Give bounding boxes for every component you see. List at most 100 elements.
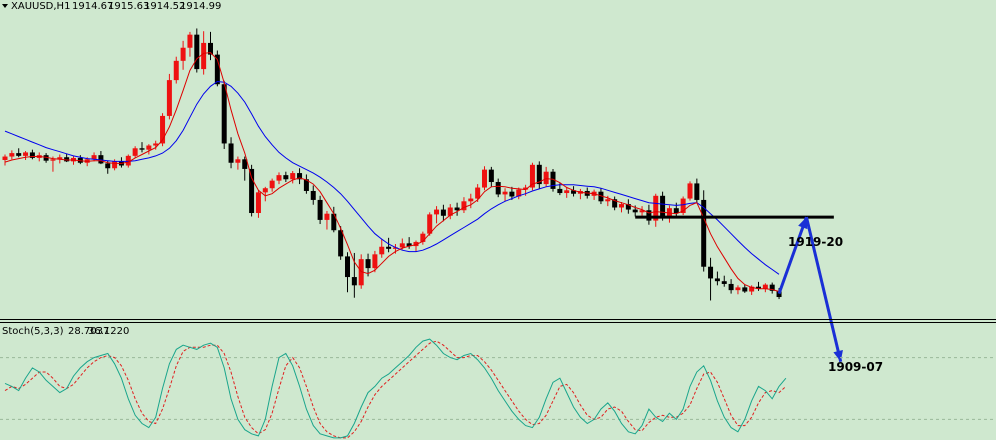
candle — [379, 239, 385, 258]
candle — [214, 50, 220, 87]
ma-fast-line — [4, 52, 780, 292]
stochastic-d-value: 36.1220 — [88, 326, 129, 337]
candle — [297, 168, 303, 185]
candle-body — [529, 164, 535, 188]
candle — [132, 146, 138, 158]
candle — [516, 187, 522, 200]
candle — [447, 204, 453, 220]
candle-body — [160, 115, 166, 144]
candle-body — [345, 256, 350, 278]
candle-body — [208, 42, 213, 55]
candle — [406, 237, 412, 249]
candle — [769, 282, 775, 294]
candle — [187, 31, 193, 57]
candle-body — [283, 175, 289, 180]
candle-body — [420, 233, 426, 242]
candle-body — [406, 243, 412, 247]
candle — [338, 226, 344, 260]
candle-body — [255, 192, 261, 214]
candle-body — [269, 180, 275, 189]
candle — [242, 156, 248, 181]
candle — [249, 164, 255, 217]
candle — [372, 250, 378, 273]
candle — [495, 178, 501, 198]
candle — [543, 166, 549, 187]
candle — [475, 184, 481, 202]
candle — [331, 206, 337, 233]
candle-body — [756, 286, 761, 289]
candle-body — [413, 241, 419, 247]
collapse-triangle-icon[interactable] — [2, 4, 8, 8]
main-price-pane — [2, 28, 843, 363]
candle-body — [612, 199, 618, 208]
candle — [324, 210, 330, 230]
candle-body — [392, 247, 398, 249]
candle — [488, 166, 494, 187]
candle — [461, 197, 467, 214]
candle — [64, 153, 70, 163]
candle-body — [9, 153, 15, 157]
candle-body — [598, 191, 604, 202]
candle — [454, 202, 460, 216]
candle — [166, 73, 172, 120]
candle — [714, 271, 720, 286]
candle — [468, 193, 474, 209]
candle — [571, 186, 577, 197]
candle — [386, 237, 392, 253]
candle — [427, 212, 433, 236]
candle — [255, 190, 261, 218]
candle — [290, 171, 296, 184]
candle-body — [673, 208, 679, 214]
candle — [529, 162, 535, 191]
ma-slow-line — [4, 80, 780, 275]
target-high-annotation: 1919-20 — [788, 235, 843, 249]
candle — [276, 172, 282, 185]
stochastic-k-line — [4, 338, 787, 439]
candle-body — [358, 259, 364, 286]
candle — [502, 188, 508, 202]
candle — [536, 161, 542, 189]
stochastic-pane — [0, 338, 996, 439]
candle — [228, 137, 234, 169]
candle-body — [749, 286, 755, 292]
ohlc-open: 1914.67 — [72, 1, 113, 12]
candle — [194, 28, 200, 73]
candle — [653, 193, 659, 227]
candle-body — [516, 189, 522, 197]
candle — [564, 186, 570, 198]
candle-body — [543, 171, 549, 185]
candle-body — [769, 284, 775, 291]
candle-body — [427, 214, 433, 234]
candle — [708, 257, 714, 301]
candle-body — [721, 281, 727, 284]
chart-header: XAUUSD,H1 1914.67 1915.63 1914.52 1914.9… — [2, 1, 221, 12]
candle — [98, 151, 104, 165]
candle — [420, 231, 426, 245]
candle-body — [50, 159, 56, 161]
candle-body — [495, 182, 501, 195]
candle — [735, 285, 741, 295]
candle-body — [701, 199, 707, 267]
candle — [221, 80, 227, 149]
ohlc-high: 1915.63 — [108, 1, 149, 12]
candle-body — [276, 175, 282, 181]
candle — [756, 281, 761, 291]
candle — [509, 186, 515, 200]
candle — [139, 142, 145, 153]
candle — [694, 178, 700, 203]
candle-body — [605, 199, 611, 202]
projection-arrow-up-head — [798, 217, 808, 230]
candle-body — [386, 246, 392, 249]
candle — [625, 199, 631, 214]
candle-body — [201, 42, 207, 70]
candle-body — [331, 213, 337, 231]
candle — [440, 204, 446, 222]
candle-body — [399, 243, 405, 248]
candle — [269, 178, 275, 192]
candle-body — [714, 278, 720, 282]
candle-body — [139, 148, 145, 150]
candle — [680, 196, 686, 216]
candle-body — [228, 143, 234, 163]
candle-body — [91, 155, 97, 160]
